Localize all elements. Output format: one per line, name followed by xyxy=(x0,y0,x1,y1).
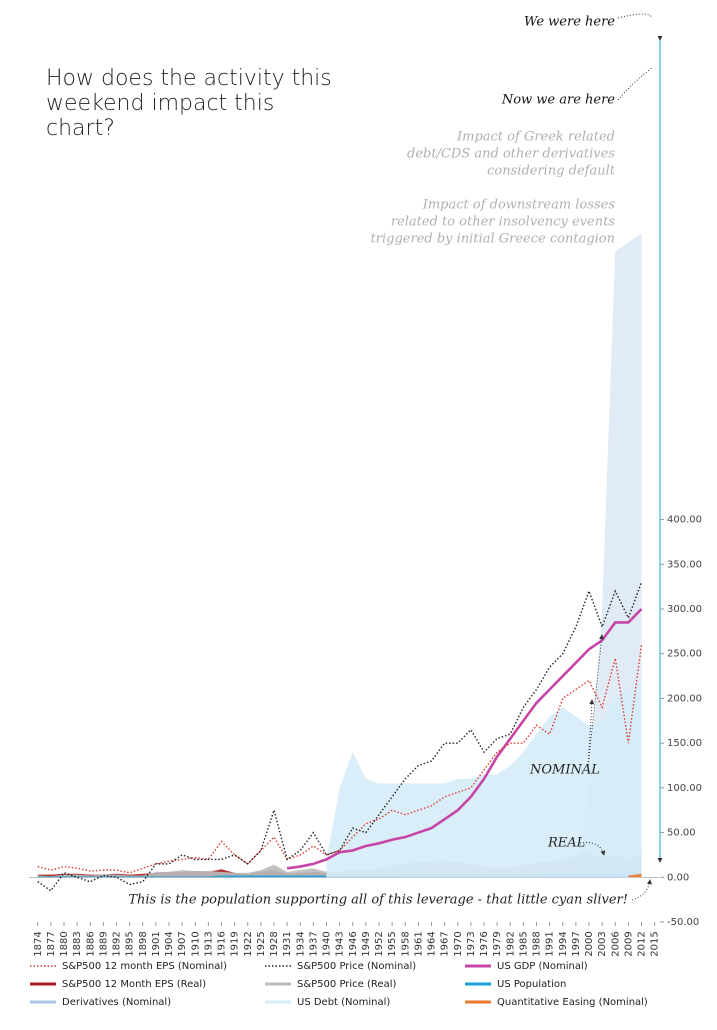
y-tick-label: 150.00 xyxy=(667,738,702,749)
y-tick-label: 200.00 xyxy=(667,693,702,704)
annotation: Now we are here xyxy=(501,93,615,108)
x-tick-label: 1937 xyxy=(308,931,319,956)
x-tick-label: 2000 xyxy=(584,931,595,956)
legend-label: S&P500 Price (Real) xyxy=(297,979,396,990)
pointer xyxy=(587,634,605,769)
x-tick-label: 1985 xyxy=(518,931,529,956)
x-tick-label: 1943 xyxy=(335,931,346,956)
pointer xyxy=(617,13,653,19)
x-tick-label: 2003 xyxy=(597,931,608,956)
x-tick-label: 1982 xyxy=(505,931,516,956)
x-tick-label: 1928 xyxy=(269,931,280,956)
y-tick-label: 50.00 xyxy=(667,828,696,839)
x-tick-label: 1952 xyxy=(374,931,385,956)
legend-label: S&P500 12 month EPS (Nominal) xyxy=(62,961,227,972)
x-tick-label: 1925 xyxy=(256,931,267,956)
x-tick-label: 1976 xyxy=(479,931,490,956)
x-tick-label: 1949 xyxy=(361,931,372,956)
legend-label: S&P500 Price (Nominal) xyxy=(297,961,416,972)
annotation: Impact of downstream losses xyxy=(422,198,616,213)
area xyxy=(628,873,642,878)
annotation: REAL xyxy=(547,836,585,851)
x-tick-label: 1892 xyxy=(112,931,123,956)
x-tick-label: 1916 xyxy=(217,931,228,956)
x-tick-label: 1946 xyxy=(348,931,359,956)
pointer xyxy=(631,879,652,901)
plot xyxy=(29,233,659,892)
x-tick-label: 2012 xyxy=(637,931,648,956)
x-tick-label: 1994 xyxy=(558,931,569,956)
x-tick-label: 1991 xyxy=(545,931,556,956)
x-tick-label: 1886 xyxy=(85,931,96,956)
y-tick-label: 400.00 xyxy=(667,515,702,526)
pointer xyxy=(579,842,606,856)
y-tick-label: 250.00 xyxy=(667,649,702,660)
x-tick-label: 1961 xyxy=(413,931,424,956)
x-tick-label: 1883 xyxy=(72,931,83,956)
x-tick-label: 1874 xyxy=(33,931,44,956)
x-tick-label: 1907 xyxy=(177,931,188,956)
legend-label: US Population xyxy=(497,979,566,990)
x-tick-label: 1970 xyxy=(453,931,464,956)
x-tick-label: 1967 xyxy=(440,931,451,956)
legend-label: US Debt (Nominal) xyxy=(297,997,390,1008)
annotation: We were here xyxy=(524,15,615,30)
x-tick-label: 1880 xyxy=(59,931,70,956)
x-tick-label: 2015 xyxy=(650,931,661,956)
y-tick-label: -50.00 xyxy=(667,917,699,928)
x-tick-label: 1919 xyxy=(230,931,241,956)
x-tick-label: 2006 xyxy=(610,931,621,956)
x-tick-label: 1964 xyxy=(427,931,438,956)
x-tick-label: 1979 xyxy=(492,931,503,956)
annotation: triggered by initial Greece contagion xyxy=(371,232,615,247)
x-tick-label: 1958 xyxy=(400,931,411,956)
x-tick-label: 1913 xyxy=(203,931,214,956)
x-tick-label: 1901 xyxy=(151,931,162,956)
x-tick-label: 1973 xyxy=(466,931,477,956)
x-tick-label: 1955 xyxy=(387,931,398,956)
legend-label: Derivatives (Nominal) xyxy=(62,997,171,1008)
x-tick-label: 1904 xyxy=(164,931,175,956)
x-tick-label: 1889 xyxy=(98,931,109,956)
y-tick-label: 350.00 xyxy=(667,559,702,570)
line xyxy=(37,644,643,874)
x-tick-label: 1922 xyxy=(243,931,254,956)
y-tick-label: 100.00 xyxy=(667,783,702,794)
x-tick-label: 2009 xyxy=(623,931,634,956)
annotation: related to other insolvency events xyxy=(391,215,616,230)
x-tick-label: 1877 xyxy=(46,931,57,956)
annotation: This is the population supporting all of… xyxy=(128,893,628,908)
annotation: debt/CDS and other derivatives xyxy=(407,147,615,162)
legend-label: US GDP (Nominal) xyxy=(497,961,588,972)
x-tick-label: 1940 xyxy=(322,931,333,956)
x-tick-label: 1898 xyxy=(138,931,149,956)
x-tick-label: 1895 xyxy=(125,931,136,956)
line xyxy=(286,608,643,870)
pointer xyxy=(617,67,653,101)
x-tick-label: 1997 xyxy=(571,931,582,956)
annotation: Impact of Greek related xyxy=(456,130,615,145)
x-tick-label: 1988 xyxy=(532,931,543,956)
chart-title: How does the activity this weekend impac… xyxy=(46,66,332,141)
legend-label: S&P500 12 Month EPS (Real) xyxy=(62,979,206,990)
x-tick-label: 1934 xyxy=(295,931,306,956)
x-tick-label: 1910 xyxy=(190,931,201,956)
annotation: NOMINAL xyxy=(529,763,600,778)
y-tick-label: 300.00 xyxy=(667,604,702,615)
legend-label: Quantitative Easing (Nominal) xyxy=(497,997,648,1008)
annotation: considering default xyxy=(487,164,616,179)
x-tick-label: 1931 xyxy=(282,931,293,956)
y-tick-label: 0.00 xyxy=(667,872,689,883)
